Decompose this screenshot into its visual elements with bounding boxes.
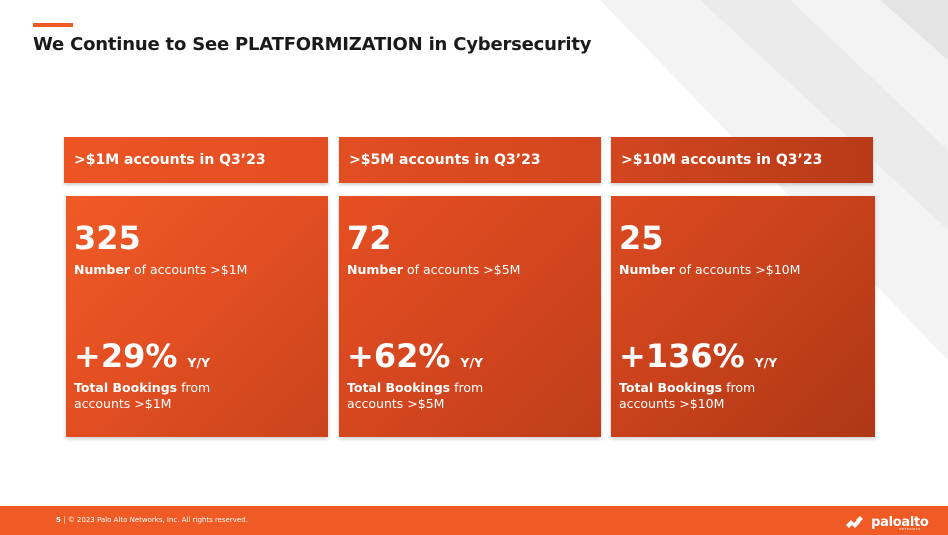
growth-unit: Y/Y [460, 355, 484, 370]
footer-separator: | [63, 516, 66, 524]
account-count-label: Number of accounts >$1M [74, 262, 248, 277]
card-header-10m: >$10M accounts in Q3’23 [611, 137, 873, 183]
bookings-growth: +62% Y/Y [347, 336, 483, 376]
card-header-1m: >$1M accounts in Q3’23 [64, 137, 328, 183]
card-1m: 325 Number of accounts >$1M +29% Y/Y Tota… [66, 196, 328, 437]
slide-title: We Continue to See PLATFORMIZATION in Cy… [33, 34, 592, 55]
paloalto-mark-icon [846, 515, 863, 528]
account-count: 25 [619, 219, 664, 257]
growth-value: +136% [619, 337, 745, 375]
growth-value: +62% [347, 337, 451, 375]
account-count-label: Number of accounts >$5M [347, 262, 521, 277]
card-10m: 25 Number of accounts >$10M +136% Y/Y Tot… [611, 196, 875, 437]
card-header-5m: >$5M accounts in Q3’23 [339, 137, 601, 183]
footer-bar: 5 | © 2023 Palo Alto Networks, Inc. All … [0, 506, 948, 535]
account-count-label: Number of accounts >$10M [619, 262, 801, 277]
bookings-label: Total Bookings from accounts >$5M [347, 380, 484, 411]
copyright-text: © 2023 Palo Alto Networks, Inc. All righ… [67, 516, 248, 524]
paloalto-logo: paloalto NETWORKS [846, 512, 929, 531]
bookings-growth: +29% Y/Y [74, 336, 210, 376]
logo-subtext: NETWORKS [899, 527, 921, 531]
growth-unit: Y/Y [187, 355, 211, 370]
bookings-growth: +136% Y/Y [619, 336, 777, 376]
bookings-label: Total Bookings from accounts >$10M [619, 380, 756, 411]
bookings-label: Total Bookings from accounts >$1M [74, 380, 211, 411]
page-number: 5 [56, 516, 61, 524]
logo-wordmark: paloalto [871, 515, 929, 530]
account-count: 72 [347, 219, 392, 257]
growth-unit: Y/Y [754, 355, 778, 370]
title-accent-bar [33, 23, 73, 27]
card-5m: 72 Number of accounts >$5M +62% Y/Y Total… [339, 196, 601, 437]
growth-value: +29% [74, 337, 178, 375]
account-count: 325 [74, 219, 141, 257]
footer-text: 5 | © 2023 Palo Alto Networks, Inc. All … [56, 516, 248, 524]
